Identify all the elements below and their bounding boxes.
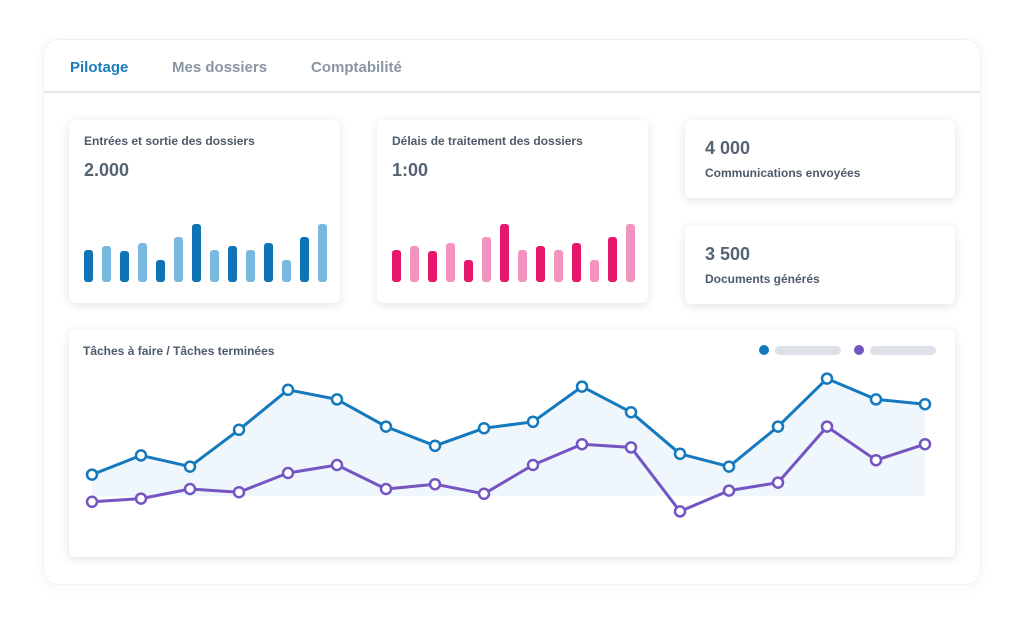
- delays-bar-chart: [392, 206, 635, 282]
- todo-point-2: [134, 449, 148, 462]
- done-point-4: [232, 485, 246, 499]
- entries-bar-7: [192, 224, 201, 282]
- todo-point-17: [869, 393, 883, 406]
- done-point-18: [918, 437, 932, 451]
- todo-point-6: [330, 393, 344, 406]
- delays-bar-7: [500, 224, 509, 282]
- entries-bar-5: [156, 260, 165, 282]
- entries-card-title: Entrées et sortie des dossiers: [84, 134, 255, 148]
- entries-bar-chart: [84, 206, 327, 282]
- entries-bar-13: [300, 237, 309, 282]
- delays-bar-3: [428, 251, 437, 282]
- tasks-chart-title: Tâches à faire / Tâches terminées: [83, 344, 275, 358]
- communications-stat-card: 4 000 Communications envoyées: [685, 120, 955, 198]
- tab-pilotage[interactable]: Pilotage: [70, 59, 129, 76]
- delays-bar-4: [446, 243, 455, 282]
- todo-point-8: [428, 439, 442, 453]
- todo-point-4: [232, 423, 246, 437]
- communications-value: 4 000: [705, 138, 751, 158]
- entries-bar-6: [174, 237, 183, 282]
- todo-point-10: [526, 415, 540, 429]
- entries-bar-9: [228, 246, 237, 282]
- documents-label: Documents générés: [705, 272, 820, 286]
- entries-bar-10: [246, 250, 255, 282]
- todo-point-14: [722, 460, 736, 473]
- entries-card: Entrées et sortie des dossiers 2.000: [69, 120, 340, 303]
- delays-bar-14: [626, 224, 635, 282]
- documents-stat-card: 3 500 Documents générés: [685, 226, 955, 304]
- delays-card-title: Délais de traitement des dossiers: [392, 134, 583, 148]
- todo-point-7: [379, 420, 393, 433]
- done-point-13: [673, 505, 687, 518]
- delays-bar-2: [410, 246, 419, 282]
- delays-bar-10: [554, 250, 563, 282]
- delays-bar-9: [536, 246, 545, 282]
- tasks-line-chart: [85, 372, 932, 518]
- delays-bar-13: [608, 237, 617, 282]
- tasks-chart-card: Tâches à faire / Tâches terminées: [69, 330, 955, 557]
- entries-bar-1: [84, 250, 93, 282]
- legend-done-label-placeholder: [870, 346, 936, 355]
- todo-point-9: [477, 421, 491, 435]
- documents-value: 3 500: [705, 244, 751, 264]
- done-point-3: [183, 482, 197, 496]
- done-point-8: [428, 477, 442, 491]
- todo-point-13: [673, 447, 687, 461]
- legend-done-dot: [854, 345, 864, 355]
- legend-todo-label-placeholder: [775, 346, 841, 355]
- done-point-15: [771, 476, 785, 489]
- todo-point-11: [575, 380, 589, 393]
- entries-card-value: 2.000: [84, 160, 130, 180]
- todo-point-5: [281, 383, 295, 397]
- done-point-11: [575, 437, 589, 451]
- done-point-1: [85, 495, 99, 509]
- delays-card-value: 1:00: [392, 160, 429, 180]
- entries-bar-11: [264, 243, 273, 282]
- done-series-line: [91, 425, 926, 513]
- entries-bar-14: [318, 224, 327, 282]
- todo-point-18: [918, 397, 932, 411]
- legend-done: [854, 345, 936, 355]
- delays-card: Délais de traitement des dossiers 1:00: [377, 120, 648, 303]
- delays-bar-1: [392, 250, 401, 282]
- done-point-2: [134, 492, 148, 505]
- done-point-12: [624, 441, 638, 454]
- todo-area: [92, 378, 925, 496]
- done-point-6: [330, 458, 344, 472]
- todo-point-12: [624, 405, 638, 419]
- delays-bar-6: [482, 237, 491, 282]
- done-point-14: [722, 484, 736, 497]
- todo-point-15: [771, 420, 785, 433]
- entries-bar-4: [138, 243, 147, 282]
- todo-point-16: [820, 372, 834, 385]
- delays-bar-11: [572, 243, 581, 282]
- done-point-17: [869, 453, 883, 467]
- delays-bar-12: [590, 260, 599, 282]
- tab-comptabilite[interactable]: Comptabilité: [311, 59, 402, 76]
- entries-bar-8: [210, 250, 219, 282]
- entries-bar-2: [102, 246, 111, 282]
- done-point-16: [820, 420, 834, 433]
- entries-bar-3: [120, 251, 129, 282]
- delays-bar-8: [518, 250, 527, 282]
- tab-bar: Pilotage Mes dossiers Comptabilité: [44, 40, 980, 93]
- todo-point-3: [183, 460, 197, 473]
- todo-point-1: [85, 468, 99, 481]
- delays-bar-5: [464, 260, 473, 282]
- done-point-10: [526, 458, 540, 472]
- tab-mes-dossiers[interactable]: Mes dossiers: [172, 59, 268, 76]
- communications-label: Communications envoyées: [705, 166, 861, 180]
- done-point-9: [477, 487, 491, 501]
- entries-bar-12: [282, 260, 291, 282]
- done-point-5: [281, 466, 295, 480]
- todo-series-line: [91, 377, 926, 476]
- legend-todo: [759, 345, 841, 355]
- legend-todo-dot: [759, 345, 769, 355]
- done-point-7: [379, 482, 393, 496]
